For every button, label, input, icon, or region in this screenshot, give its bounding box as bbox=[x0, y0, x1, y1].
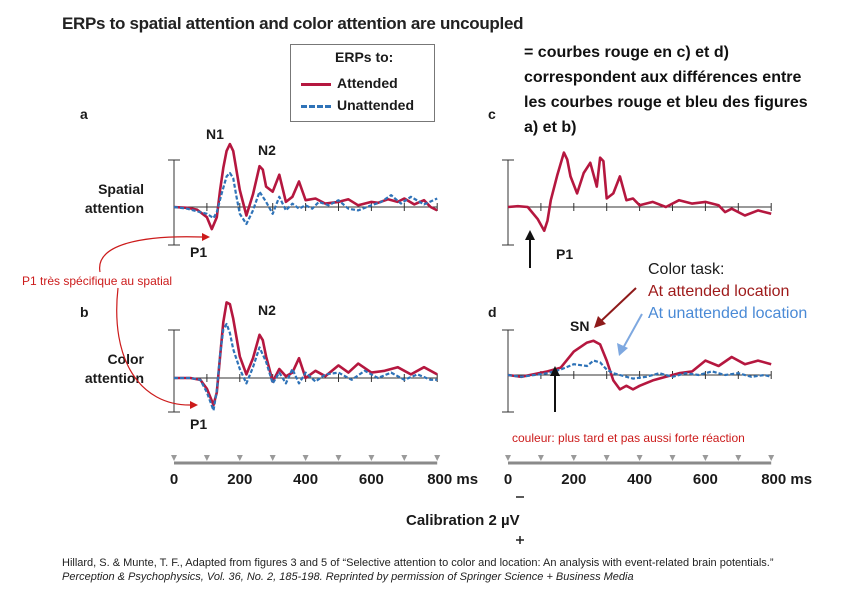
legend: ERPs to: Attended Unattended bbox=[290, 44, 435, 122]
panel-letter-d: d bbox=[488, 304, 497, 320]
note-line-3: les courbes rouge et bleu des figures bbox=[524, 94, 808, 111]
time-axis-marker-left bbox=[203, 455, 210, 461]
attended-location-arrowhead bbox=[594, 316, 606, 328]
annotation-color-later: couleur: plus tard et pas aussi forte ré… bbox=[512, 431, 745, 445]
unattended-location-arrow bbox=[621, 313, 643, 351]
legend-label-unattended: Unattended bbox=[337, 97, 414, 113]
x-tick-label-left: 0 bbox=[170, 471, 178, 488]
citation-line-1: Hillard, S. & Munte, T. F., Adapted from… bbox=[62, 557, 774, 569]
panel-letter-a: a bbox=[80, 106, 88, 122]
row-label-color-2: attention bbox=[84, 370, 144, 386]
time-axis-marker-right bbox=[505, 455, 511, 461]
series-line-a-attended bbox=[173, 142, 438, 231]
color-task-attended: At attended location bbox=[648, 283, 790, 300]
p1-annotation-curve-top bbox=[99, 236, 203, 273]
p1-annotation-curve-bottom bbox=[116, 287, 191, 406]
calibration-label: Calibration 2 µV bbox=[406, 512, 520, 529]
legend-title: ERPs to: bbox=[335, 49, 394, 65]
x-tick-label-right: 200 bbox=[561, 471, 586, 488]
series-line-d-attended bbox=[507, 339, 772, 391]
time-axis-marker-right bbox=[537, 455, 544, 461]
color-task-title: Color task: bbox=[648, 261, 725, 278]
time-axis-marker-right bbox=[669, 455, 676, 461]
peak-label-c-p1: P1 bbox=[556, 246, 574, 262]
chart-title: ERPs to spatial attention and color atte… bbox=[62, 14, 524, 33]
x-tick-label-left: 600 bbox=[359, 471, 384, 488]
peak-label-d-sn: SN bbox=[570, 318, 590, 334]
series-line-a-unattended bbox=[173, 171, 438, 226]
legend-item-unattended: Unattended bbox=[301, 97, 414, 113]
citation: Hillard, S. & Munte, T. F., Adapted from… bbox=[62, 556, 774, 584]
row-label-spatial-2: attention bbox=[84, 200, 144, 216]
row-label-color: Color attention bbox=[68, 350, 144, 388]
series-line-b-attended bbox=[174, 301, 438, 407]
color-task-annotation: Color task: At attended location At unat… bbox=[648, 259, 807, 325]
row-label-spatial-1: Spatial bbox=[98, 181, 144, 197]
peak-label-a-n1: N1 bbox=[206, 126, 224, 142]
time-axis-marker-right bbox=[768, 455, 775, 461]
time-axis-marker-left bbox=[171, 455, 177, 461]
legend-item-attended: Attended bbox=[301, 75, 398, 91]
time-axis-marker-left bbox=[368, 455, 375, 461]
x-tick-label-left: 400 bbox=[293, 471, 318, 488]
x-tick-label-right: 800 ms bbox=[761, 471, 812, 488]
time-axis-marker-left bbox=[401, 455, 408, 461]
peak-label-b-n2: N2 bbox=[258, 302, 276, 318]
note-line-1: = courbes rouge en c) et d) bbox=[524, 44, 729, 61]
citation-line-2: Perception & Psychophysics, Vol. 36, No.… bbox=[62, 571, 634, 583]
annotation-p1-spatial: P1 très spécifique au spatial bbox=[22, 274, 173, 288]
row-label-color-1: Color bbox=[107, 351, 144, 367]
time-axis-marker-left bbox=[302, 455, 309, 461]
legend-swatch-attended bbox=[301, 82, 331, 86]
series-line-b-unattended bbox=[174, 322, 438, 412]
time-axis-marker-left bbox=[335, 455, 342, 461]
color-task-unattended: At unattended location bbox=[648, 305, 808, 322]
row-label-spatial: Spatial attention bbox=[68, 180, 144, 218]
legend-swatch-unattended bbox=[301, 104, 331, 108]
x-tick-label-right: 600 bbox=[693, 471, 718, 488]
note-line-2: correspondent aux différences entre bbox=[524, 69, 802, 86]
peak-label-b-p1: P1 bbox=[190, 416, 208, 432]
time-axis-marker-left bbox=[434, 455, 441, 461]
note-line-4: a) et b) bbox=[524, 119, 577, 136]
legend-label-attended: Attended bbox=[337, 75, 398, 91]
time-axis-marker-right bbox=[702, 455, 709, 461]
time-axis-marker-right bbox=[636, 455, 643, 461]
onset-arrow-c-head bbox=[525, 230, 535, 240]
time-axis-marker-left bbox=[269, 455, 276, 461]
time-axis-marker-right bbox=[603, 455, 610, 461]
p1-annotation-arrowhead-top bbox=[202, 233, 210, 241]
x-tick-label-right: 400 bbox=[627, 471, 652, 488]
panel-letter-c: c bbox=[488, 106, 496, 122]
x-tick-label-right: 0 bbox=[504, 471, 512, 488]
series-line-d-unattended bbox=[507, 359, 772, 380]
time-axis-marker-left bbox=[236, 455, 243, 461]
series-line-c-attended bbox=[507, 151, 772, 233]
p1-annotation-arrowhead-bottom bbox=[190, 401, 198, 409]
x-tick-label-left: 800 ms bbox=[427, 471, 478, 488]
onset-arrow-d-head bbox=[550, 366, 560, 376]
peak-label-a-p1: P1 bbox=[190, 244, 208, 260]
x-tick-label-left: 200 bbox=[227, 471, 252, 488]
time-axis-marker-right bbox=[735, 455, 742, 461]
peak-label-a-n2: N2 bbox=[258, 142, 276, 158]
explanatory-note: = courbes rouge en c) et d) corresponden… bbox=[524, 40, 854, 140]
unattended-location-arrowhead bbox=[617, 343, 628, 356]
attended-location-arrow bbox=[599, 287, 637, 323]
time-axis-marker-right bbox=[570, 455, 577, 461]
panel-letter-b: b bbox=[80, 304, 89, 320]
